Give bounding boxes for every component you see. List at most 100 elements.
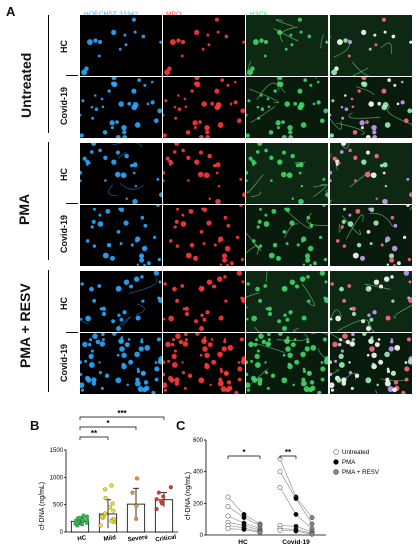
cell-nucleus	[151, 390, 156, 394]
cell-nucleus	[174, 381, 180, 386]
cell-nucleus	[300, 351, 306, 358]
cell-nucleus	[140, 371, 146, 376]
cell-nucleus	[101, 333, 105, 337]
chart-c-pair-line	[279, 487, 313, 529]
cell-nucleus	[254, 353, 260, 360]
cell-nucleus	[381, 17, 387, 22]
cell-nucleus	[80, 282, 84, 286]
cell-nucleus	[393, 264, 396, 266]
cell-nucleus	[169, 39, 176, 46]
cell-nucleus	[386, 263, 390, 266]
micrograph-tile	[80, 15, 162, 76]
cell-nucleus	[340, 105, 344, 109]
cell-nucleus	[365, 377, 372, 384]
cell-nucleus	[377, 338, 381, 341]
cell-nucleus	[304, 253, 311, 259]
cell-nucleus	[293, 338, 297, 341]
cell-nucleus	[341, 377, 347, 383]
row-label-hc: HC	[59, 40, 69, 53]
cell-nucleus	[361, 77, 367, 81]
cell-nucleus	[190, 89, 194, 93]
cell-nucleus	[330, 318, 333, 321]
cell-nucleus	[391, 299, 395, 303]
cell-nucleus	[253, 342, 258, 347]
cell-nucleus	[124, 43, 128, 47]
cell-nucleus	[116, 230, 121, 234]
cell-nucleus	[109, 120, 115, 126]
cell-nucleus	[255, 286, 260, 292]
micrograph-tile	[163, 143, 245, 204]
cell-nucleus	[121, 362, 125, 366]
fiber	[330, 36, 332, 39]
cell-nucleus	[240, 108, 245, 114]
cell-nucleus	[227, 344, 234, 351]
cell-nucleus	[336, 39, 343, 46]
cell-nucleus	[359, 120, 365, 126]
chart-b-point	[75, 520, 80, 525]
cell-nucleus	[214, 17, 220, 22]
cell-nucleus	[306, 275, 310, 279]
cell-nucleus	[252, 377, 258, 383]
fiber	[250, 191, 261, 198]
cell-nucleus	[144, 344, 151, 351]
cell-nucleus	[351, 306, 356, 311]
cell-nucleus	[362, 333, 367, 336]
cell-nucleus	[184, 333, 188, 337]
micrograph-tile	[80, 333, 162, 394]
cell-nucleus	[101, 338, 105, 342]
chart-c-legend-label: PMA	[342, 459, 356, 466]
cell-nucleus	[340, 150, 344, 154]
fiber	[111, 143, 143, 148]
cell-nucleus	[391, 34, 396, 39]
cell-nucleus	[92, 333, 98, 339]
cell-nucleus	[361, 81, 368, 88]
cell-nucleus	[365, 120, 369, 124]
cell-nucleus	[383, 30, 387, 34]
cell-nucleus	[341, 116, 345, 120]
cell-nucleus	[257, 381, 263, 386]
cell-nucleus	[300, 184, 304, 188]
chart-b-point	[130, 490, 135, 495]
cell-nucleus	[307, 34, 312, 39]
cell-nucleus	[142, 387, 148, 393]
fiber	[276, 77, 286, 93]
cell-nucleus	[137, 386, 144, 393]
micrograph-tile	[246, 205, 328, 266]
cell-nucleus	[219, 263, 223, 266]
chart-c-legend-label: PMA + RESV	[342, 469, 380, 476]
cell-nucleus	[95, 339, 101, 345]
cell-nucleus	[295, 163, 300, 168]
fiber	[330, 309, 342, 323]
chart-b-point	[134, 476, 140, 481]
cell-nucleus	[403, 118, 409, 124]
cell-nucleus	[164, 99, 168, 103]
chart-c-ytick-label: 600	[193, 438, 204, 444]
cell-nucleus	[119, 346, 125, 352]
cell-nucleus	[277, 159, 283, 165]
cell-nucleus	[223, 371, 229, 376]
group-bracket	[48, 15, 49, 133]
cell-nucleus	[132, 198, 138, 204]
micrograph-tile	[330, 333, 412, 394]
cell-nucleus	[302, 369, 307, 374]
cell-nucleus	[171, 353, 177, 360]
cell-nucleus	[224, 299, 228, 303]
cell-nucleus	[374, 342, 380, 348]
cell-nucleus	[318, 235, 323, 240]
cell-nucleus	[201, 286, 205, 290]
cell-nucleus	[259, 207, 262, 211]
fiber	[336, 122, 365, 136]
cell-nucleus	[336, 377, 342, 383]
cell-nucleus	[116, 353, 120, 357]
cell-nucleus	[163, 179, 165, 183]
cell-nucleus	[401, 390, 406, 394]
cell-nucleus	[221, 253, 228, 259]
cell-nucleus	[382, 162, 388, 168]
cell-nucleus	[302, 367, 306, 371]
cell-nucleus	[201, 207, 205, 211]
cell-nucleus	[365, 150, 371, 155]
chart-b-point	[81, 517, 86, 522]
cell-nucleus	[372, 130, 377, 135]
cell-nucleus	[407, 358, 412, 365]
chart-b-point	[134, 503, 139, 508]
